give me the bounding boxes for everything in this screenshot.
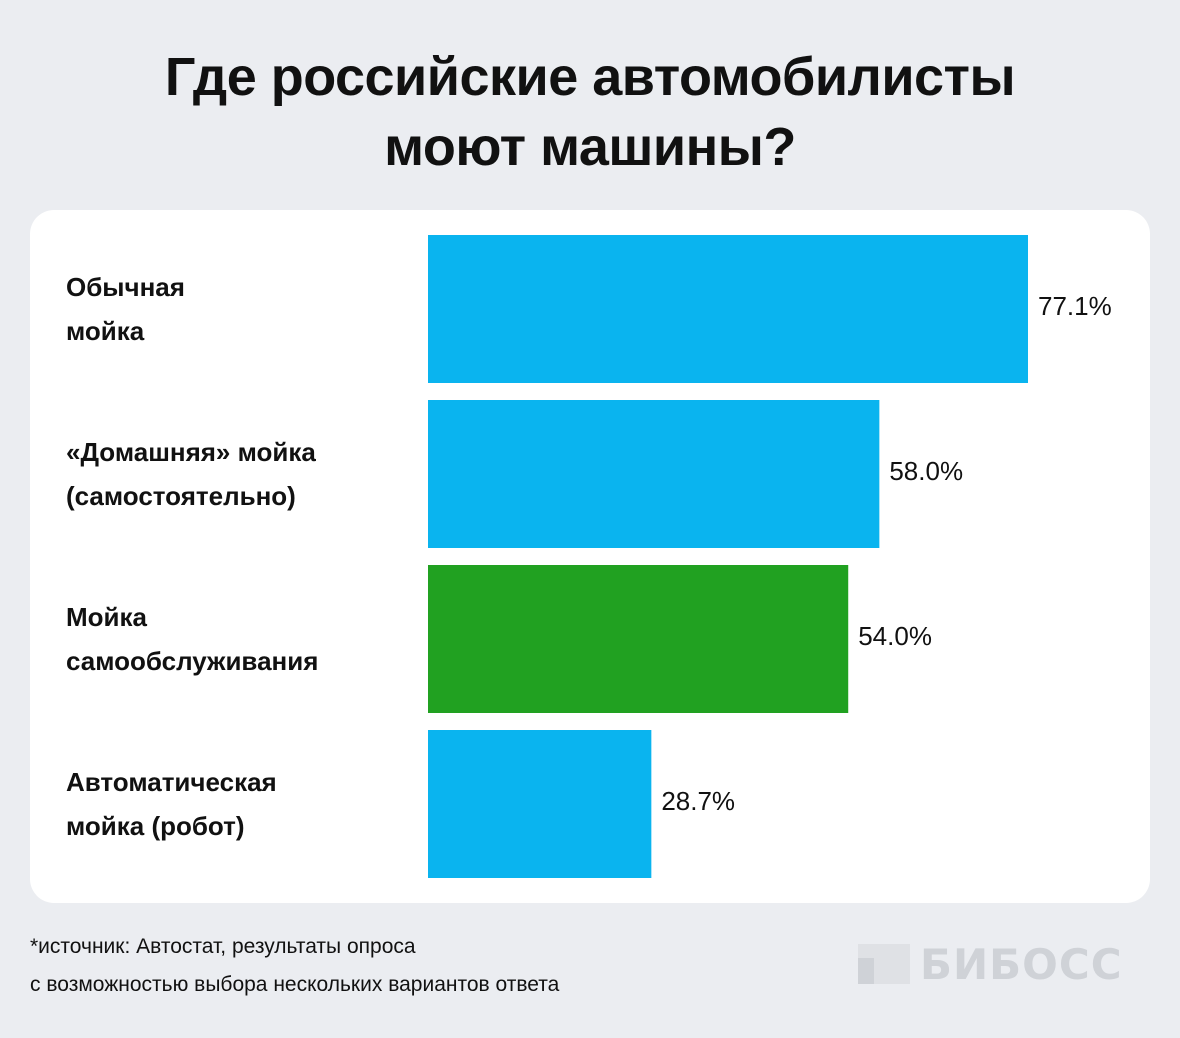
logo: БИБОСС <box>858 939 1123 989</box>
chart-card: Обычная мойка 77.1% «Домашняя» мойка (само… <box>30 210 1150 903</box>
bar <box>428 400 880 548</box>
value-label: 28.7% <box>661 786 736 816</box>
bar <box>428 235 1028 383</box>
logo-icon <box>858 944 910 984</box>
value-label: 77.1% <box>1037 291 1112 321</box>
chart <box>428 235 1028 878</box>
category-label: Автоматическая мойка (робот) <box>66 767 277 841</box>
category-label: Мойка самообслуживания <box>66 602 319 676</box>
footnote: *источник: Автостат, результаты опроса с… <box>30 935 560 996</box>
chart-title: Где российские автомобилисты моют машины… <box>164 47 1016 177</box>
bar <box>428 565 849 713</box>
bar <box>428 730 652 878</box>
logo-text: БИБОСС <box>920 939 1123 989</box>
category-label: «Домашняя» мойка (самостоятельно) <box>66 437 316 511</box>
value-label: 58.0% <box>889 456 964 486</box>
category-label: Обычная мойка <box>66 272 185 346</box>
value-label: 54.0% <box>858 621 932 651</box>
